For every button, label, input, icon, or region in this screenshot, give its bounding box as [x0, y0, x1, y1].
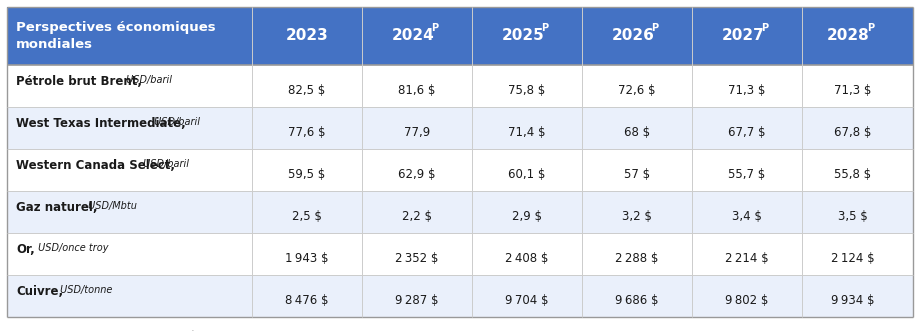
Text: 9 934 $: 9 934 $	[830, 294, 873, 307]
Text: P: P	[866, 23, 873, 33]
Text: USD/tonne: USD/tonne	[57, 285, 112, 295]
Text: 2 214 $: 2 214 $	[724, 252, 768, 265]
Text: P: P	[431, 23, 438, 33]
Text: 3,5 $: 3,5 $	[836, 210, 867, 223]
Text: 57 $: 57 $	[623, 168, 650, 181]
Text: 2026: 2026	[611, 28, 653, 43]
Text: 2 352 $: 2 352 $	[395, 252, 438, 265]
Text: USD/baril: USD/baril	[151, 117, 200, 127]
Text: 71,4 $: 71,4 $	[507, 126, 545, 139]
Text: 77,9: 77,9	[403, 126, 430, 139]
Text: USD/Mbtu: USD/Mbtu	[85, 201, 136, 211]
Text: 71,3 $: 71,3 $	[728, 84, 765, 97]
Text: 2 124 $: 2 124 $	[830, 252, 873, 265]
Text: 9 287 $: 9 287 $	[395, 294, 438, 307]
Text: 68 $: 68 $	[623, 126, 650, 139]
Text: 9 802 $: 9 802 $	[724, 294, 768, 307]
Text: 72,6 $: 72,6 $	[618, 84, 655, 97]
Text: 77,6 $: 77,6 $	[288, 126, 325, 139]
Text: USD/once troy: USD/once troy	[35, 243, 108, 253]
Text: 2028: 2028	[826, 28, 869, 43]
Text: West Texas Intermediate,: West Texas Intermediate,	[16, 117, 186, 130]
Text: P: P	[651, 23, 658, 33]
Bar	[7, 7, 912, 65]
Text: 55,8 $: 55,8 $	[833, 168, 870, 181]
Text: USD/baril: USD/baril	[123, 75, 172, 85]
Text: 3,4 $: 3,4 $	[732, 210, 761, 223]
Text: 82,5 $: 82,5 $	[288, 84, 325, 97]
Text: 2,2 $: 2,2 $	[402, 210, 432, 223]
Bar	[7, 191, 912, 233]
Text: 3,2 $: 3,2 $	[621, 210, 652, 223]
Text: 2,9 $: 2,9 $	[512, 210, 541, 223]
Bar	[7, 107, 912, 149]
Text: 2,5 $: 2,5 $	[291, 210, 322, 223]
Text: 59,5 $: 59,5 $	[288, 168, 325, 181]
Text: 9 704 $: 9 704 $	[505, 294, 548, 307]
Bar	[7, 233, 912, 275]
Text: 67,7 $: 67,7 $	[728, 126, 765, 139]
Text: 2023: 2023	[285, 28, 328, 43]
Text: Cuivre,: Cuivre,	[16, 285, 63, 298]
Text: 2 288 $: 2 288 $	[615, 252, 658, 265]
Text: 81,6 $: 81,6 $	[398, 84, 436, 97]
Text: Pétrole brut Brent,: Pétrole brut Brent,	[16, 75, 142, 88]
Bar	[7, 149, 912, 191]
Text: P: P	[761, 23, 767, 33]
Text: 8 476 $: 8 476 $	[285, 294, 328, 307]
Text: 71,3 $: 71,3 $	[833, 84, 870, 97]
Text: 2025: 2025	[501, 28, 544, 43]
Text: 62,9 $: 62,9 $	[398, 168, 436, 181]
Text: 9 686 $: 9 686 $	[615, 294, 658, 307]
Bar	[7, 275, 912, 317]
Text: 2024: 2024	[391, 28, 434, 43]
Text: 2 408 $: 2 408 $	[505, 252, 548, 265]
Text: 1 943 $: 1 943 $	[285, 252, 328, 265]
Text: USD/baril: USD/baril	[140, 159, 189, 169]
Text: 75,8 $: 75,8 $	[508, 84, 545, 97]
Bar	[7, 65, 912, 107]
Text: 2027: 2027	[720, 28, 764, 43]
Text: Gaz naturel,: Gaz naturel,	[16, 201, 97, 214]
Text: 55,7 $: 55,7 $	[728, 168, 765, 181]
Text: Western Canada Select,: Western Canada Select,	[16, 159, 175, 172]
Text: Or,: Or,	[16, 243, 35, 256]
Text: P: P	[541, 23, 548, 33]
Text: 67,8 $: 67,8 $	[833, 126, 870, 139]
Text: Perspectives économiques
mondiales: Perspectives économiques mondiales	[16, 22, 215, 51]
Text: 60,1 $: 60,1 $	[508, 168, 545, 181]
